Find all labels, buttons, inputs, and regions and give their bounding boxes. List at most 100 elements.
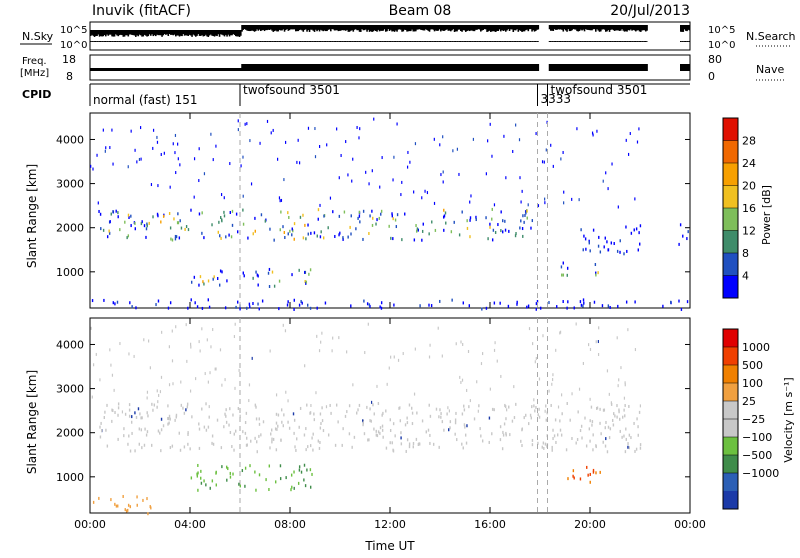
nsky-bar <box>180 30 182 36</box>
data-cell <box>102 228 105 232</box>
freq-bar <box>367 64 370 71</box>
nsearch-point <box>455 41 457 42</box>
data-cell <box>203 236 205 240</box>
nsearch-point <box>361 41 363 42</box>
data-cell <box>567 300 569 304</box>
nsearch-point <box>275 41 277 42</box>
freq-bar <box>501 64 503 71</box>
nsky-bar <box>328 25 331 30</box>
freq-bar <box>201 68 203 71</box>
nsearch-point <box>686 41 688 42</box>
data-cell <box>294 445 296 449</box>
nsky-bar <box>437 25 440 31</box>
nsky-bar <box>240 30 242 36</box>
freq-bar <box>523 64 526 71</box>
data-cell <box>266 119 269 123</box>
data-cell <box>555 348 557 352</box>
data-cell <box>537 441 539 445</box>
data-cell <box>169 417 171 421</box>
nsky-bar <box>130 30 132 35</box>
nsearch-point <box>550 41 552 42</box>
data-cell <box>130 214 132 218</box>
nsky-bar <box>276 25 278 32</box>
data-cell <box>249 139 251 143</box>
nsky-bar <box>493 25 496 32</box>
nsearch-point <box>265 41 267 42</box>
freq-bar <box>642 64 645 71</box>
data-cell <box>595 340 597 344</box>
nsky-bar <box>261 25 263 31</box>
data-cell <box>238 368 240 372</box>
data-cell <box>190 476 193 480</box>
data-cell <box>438 445 440 449</box>
freq-bar <box>471 64 473 71</box>
nsearch-point <box>616 41 618 42</box>
data-cell <box>418 442 420 446</box>
data-cell <box>442 135 444 139</box>
nsky-bar <box>645 25 647 32</box>
freq-bar <box>407 64 410 71</box>
nsearch-point <box>378 41 380 42</box>
data-cell <box>595 445 597 449</box>
nsky-bar <box>507 25 510 30</box>
data-cell <box>633 421 635 425</box>
data-cell <box>105 428 107 432</box>
data-cell <box>225 465 228 469</box>
data-cell <box>219 269 222 273</box>
data-cell <box>625 138 627 142</box>
data-cell <box>285 390 287 394</box>
data-cell <box>228 233 230 237</box>
data-cell <box>394 434 396 438</box>
data-cell <box>611 418 614 422</box>
data-cell <box>405 449 407 453</box>
nsearch-point <box>687 41 689 42</box>
nsky-bar <box>280 25 282 31</box>
nsky-bar <box>440 25 442 32</box>
data-cell <box>197 471 199 475</box>
data-cell <box>353 435 356 439</box>
data-cell <box>520 439 522 443</box>
freq-bar <box>448 64 451 71</box>
data-cell <box>298 425 300 429</box>
nsearch-point <box>100 41 102 42</box>
data-cell <box>588 427 591 431</box>
freq-bar <box>215 68 217 71</box>
data-cell <box>159 390 162 394</box>
nsky-bar <box>388 25 391 31</box>
freq-bar <box>125 68 127 71</box>
data-cell <box>169 185 171 189</box>
nsearch-point <box>420 41 422 42</box>
data-cell <box>228 423 230 427</box>
nsky-bar <box>301 25 303 31</box>
freq-bar <box>143 68 146 71</box>
data-cell <box>678 242 680 246</box>
data-cell <box>606 240 608 244</box>
nsearch-point <box>180 41 182 42</box>
nsky-bar <box>363 25 366 31</box>
data-cell <box>288 215 290 219</box>
data-cell <box>143 338 145 342</box>
cpid-label: CPID <box>22 88 51 101</box>
freq-bar <box>577 64 580 71</box>
nsearch-point <box>215 41 217 42</box>
nsky-bar <box>370 25 372 32</box>
data-cell <box>415 229 418 233</box>
data-cell <box>581 436 583 440</box>
nsearch-point <box>101 41 103 42</box>
freq-bar <box>482 64 485 71</box>
nsearch-point <box>370 41 372 42</box>
data-cell <box>597 353 600 357</box>
data-cell <box>588 343 590 347</box>
data-cell <box>409 160 411 164</box>
data-cell <box>220 193 223 197</box>
freq-bar <box>536 64 538 71</box>
data-cell <box>161 330 163 334</box>
data-cell <box>370 400 373 404</box>
nsearch-point <box>443 41 445 42</box>
nsky-bar <box>537 25 540 30</box>
data-cell <box>469 218 471 222</box>
data-cell <box>123 427 125 431</box>
freq-bar <box>560 64 562 71</box>
nsearch-point <box>476 41 478 42</box>
